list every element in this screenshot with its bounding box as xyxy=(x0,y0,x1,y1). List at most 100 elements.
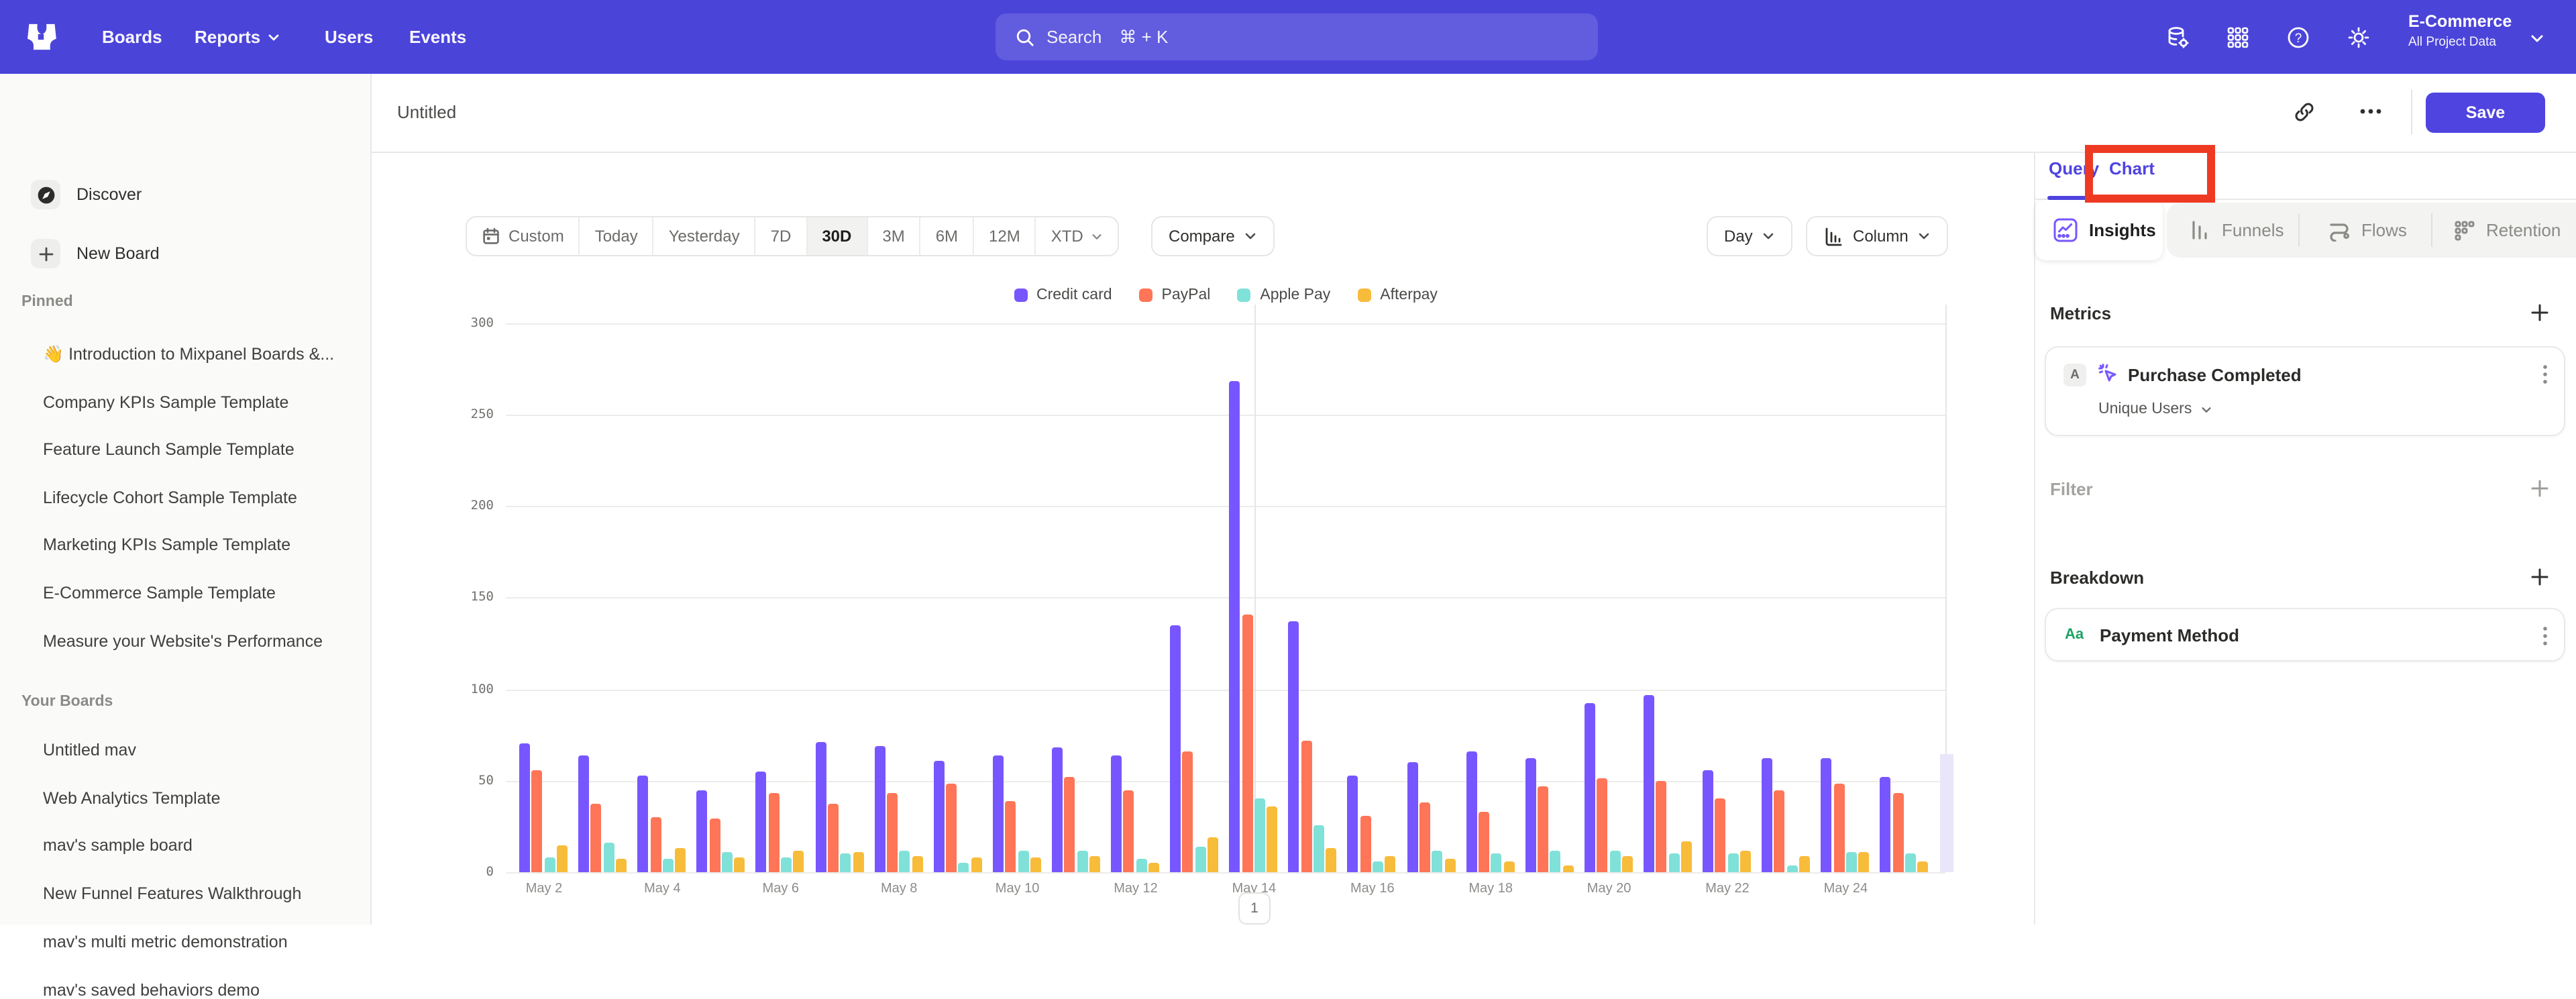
bar-paypal[interactable] xyxy=(1833,784,1845,872)
sidebar-pinned-item[interactable]: Feature Launch Sample Template xyxy=(43,440,294,460)
range-30d[interactable]: 30D xyxy=(807,217,868,255)
bar-apple-pay[interactable] xyxy=(1845,851,1857,872)
nav-item-reports[interactable]: Reports xyxy=(195,0,280,74)
more-options-icon[interactable] xyxy=(2359,107,2383,115)
bar-credit-card[interactable] xyxy=(992,755,1004,872)
legend-item-paypal[interactable]: PayPal xyxy=(1138,287,1210,303)
bar-credit-card[interactable] xyxy=(637,775,649,872)
sidebar-board-item[interactable]: New Funnel Features Walkthrough xyxy=(43,884,302,904)
bar-credit-card[interactable] xyxy=(1584,703,1595,872)
bar-paypal[interactable] xyxy=(1123,790,1134,872)
bar-afterpay[interactable] xyxy=(1089,855,1100,872)
bar-afterpay[interactable] xyxy=(1621,855,1633,872)
bar-credit-card[interactable] xyxy=(1170,625,1181,872)
bar-paypal[interactable] xyxy=(827,804,839,872)
bar-afterpay[interactable] xyxy=(1680,841,1692,872)
bar-apple-pay[interactable] xyxy=(1313,825,1324,872)
sidebar-board-item[interactable]: Web Analytics Template xyxy=(43,788,221,808)
bar-apple-pay[interactable] xyxy=(1905,853,1916,872)
bar-afterpay[interactable] xyxy=(1858,851,1870,872)
bar-afterpay[interactable] xyxy=(971,857,982,872)
copy-link-icon[interactable] xyxy=(2293,101,2316,123)
bar-credit-card[interactable] xyxy=(519,743,530,872)
bar-apple-pay[interactable] xyxy=(722,851,733,872)
bar-credit-card[interactable] xyxy=(696,790,708,872)
bar-credit-card[interactable] xyxy=(1051,747,1063,872)
nav-item-events[interactable]: Events xyxy=(409,27,467,47)
bar-paypal[interactable] xyxy=(1656,780,1667,872)
tab-flows[interactable]: Flows xyxy=(2328,203,2407,258)
bar-paypal[interactable] xyxy=(1892,793,1904,872)
bar-credit-card[interactable] xyxy=(1347,775,1358,872)
bar-apple-pay[interactable] xyxy=(1195,846,1206,872)
bar-afterpay[interactable] xyxy=(912,855,923,872)
search-input[interactable]: Search ⌘ + K xyxy=(996,13,1598,60)
bar-paypal[interactable] xyxy=(1538,786,1549,872)
bar-credit-card[interactable] xyxy=(1525,758,1536,872)
sidebar-board-item[interactable]: mav's sample board xyxy=(43,836,193,855)
bar-credit-card[interactable] xyxy=(1880,777,1891,872)
bar-paypal[interactable] xyxy=(1064,777,1075,872)
bar-apple-pay[interactable] xyxy=(899,850,910,872)
bar-paypal[interactable] xyxy=(1715,798,1726,872)
bar-afterpay[interactable] xyxy=(1385,855,1396,872)
apps-grid-icon[interactable] xyxy=(2224,24,2251,51)
range-12m[interactable]: 12M xyxy=(974,217,1036,255)
bar-apple-pay[interactable] xyxy=(603,843,614,872)
bar-apple-pay[interactable] xyxy=(958,863,969,872)
bar-afterpay[interactable] xyxy=(793,850,804,872)
bar-paypal[interactable] xyxy=(1301,740,1312,872)
bar-afterpay[interactable] xyxy=(1030,857,1041,872)
settings-gear-icon[interactable] xyxy=(2345,24,2372,51)
bar-paypal[interactable] xyxy=(1478,811,1489,872)
bar-credit-card[interactable] xyxy=(1643,694,1654,872)
bar-apple-pay[interactable] xyxy=(1077,850,1088,872)
save-button[interactable]: Save xyxy=(2426,93,2545,133)
legend-item-apple-pay[interactable]: Apple Pay xyxy=(1237,287,1330,303)
bar-afterpay[interactable] xyxy=(1740,850,1752,872)
metric-card[interactable]: A Purchase Completed Unique Users xyxy=(2045,346,2565,436)
legend-item-afterpay[interactable]: Afterpay xyxy=(1357,287,1438,303)
range-today[interactable]: Today xyxy=(580,217,654,255)
add-metric-button[interactable] xyxy=(2528,301,2552,325)
sidebar-board-item[interactable]: mav's multi metric demonstration xyxy=(43,932,288,951)
bar-paypal[interactable] xyxy=(1774,790,1785,872)
bar-afterpay[interactable] xyxy=(1799,855,1811,872)
bar-credit-card[interactable] xyxy=(1288,621,1299,872)
bar-paypal[interactable] xyxy=(590,804,602,872)
tab-insights[interactable]: Insights xyxy=(2035,200,2163,260)
bar-credit-card[interactable] xyxy=(1111,755,1122,872)
bar-paypal[interactable] xyxy=(946,784,957,872)
tab-funnels[interactable]: Funnels xyxy=(2188,203,2284,258)
range-6m[interactable]: 6M xyxy=(921,217,975,255)
bar-apple-pay[interactable] xyxy=(662,859,674,872)
bar-paypal[interactable] xyxy=(1182,751,1193,872)
data-management-icon[interactable] xyxy=(2164,24,2191,51)
bar-apple-pay[interactable] xyxy=(1786,865,1798,872)
bar-afterpay[interactable] xyxy=(675,848,686,872)
bar-credit-card[interactable] xyxy=(1821,758,1832,872)
help-icon[interactable]: ? xyxy=(2285,24,2312,51)
bar-afterpay[interactable] xyxy=(557,845,568,872)
bar-apple-pay[interactable] xyxy=(1254,798,1265,872)
tab-chart[interactable]: Chart xyxy=(2109,158,2155,178)
granularity-dropdown[interactable]: Day xyxy=(1707,216,1793,256)
sidebar-board-item[interactable]: mav's saved behaviors demo xyxy=(43,980,260,999)
bar-afterpay[interactable] xyxy=(1267,806,1278,872)
bar-apple-pay[interactable] xyxy=(544,857,555,872)
sidebar-pinned-item[interactable]: Lifecycle Cohort Sample Template xyxy=(43,488,297,507)
report-title[interactable]: Untitled xyxy=(397,102,457,122)
bar-apple-pay[interactable] xyxy=(781,857,792,872)
bar-paypal[interactable] xyxy=(1360,815,1371,872)
sidebar-pinned-item[interactable]: Measure your Website's Performance xyxy=(43,631,323,651)
bar-apple-pay[interactable] xyxy=(1018,850,1028,872)
bar-apple-pay[interactable] xyxy=(1550,850,1561,872)
metric-options-icon[interactable] xyxy=(2542,364,2548,385)
chart-type-dropdown[interactable]: Column xyxy=(1806,216,1949,256)
sidebar-pinned-item[interactable]: Company KPIs Sample Template xyxy=(43,392,289,412)
bar-credit-card[interactable] xyxy=(1703,770,1713,872)
bar-credit-card[interactable] xyxy=(578,755,590,872)
bar-afterpay[interactable] xyxy=(1148,863,1160,872)
range-custom[interactable]: Custom xyxy=(467,217,580,255)
range-7d[interactable]: 7D xyxy=(756,217,808,255)
